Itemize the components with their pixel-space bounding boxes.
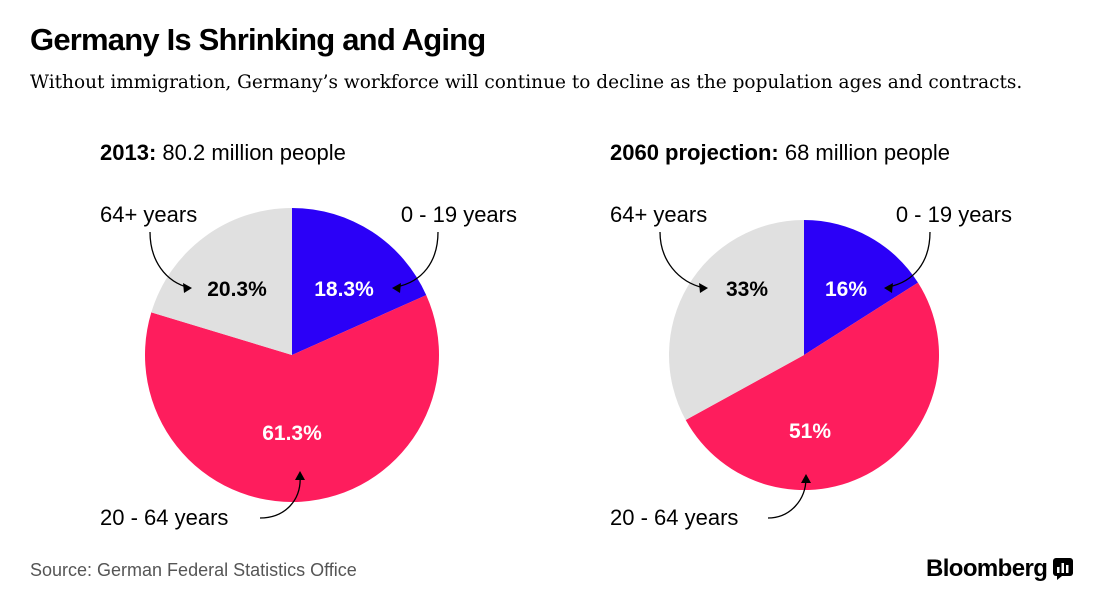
pie-2013-label-0-19: 0 - 19 years	[401, 202, 517, 227]
pie-2013-slice-64plus	[151, 208, 292, 355]
pie-2060-arrowhead-64plus	[699, 283, 708, 293]
pie-2013-arrowhead-0-19	[392, 283, 401, 293]
pie-2060-heading-rest: 68 million people	[779, 140, 950, 165]
pie-2013-arrow-20-64	[259, 474, 301, 519]
pie-2013-heading-rest: 80.2 million people	[156, 140, 346, 165]
bloomberg-wordmark: Bloomberg	[926, 555, 1048, 582]
chart-subtitle: Without immigration, Germany’s workforce…	[30, 72, 1023, 93]
pie-2060-value-0-19: 16%	[825, 278, 867, 301]
pie-2060-slice-20-64	[685, 282, 940, 491]
pie-chart-2013: 2013: 80.2 million people 20.3% 18.3% 61…	[100, 140, 517, 530]
pie-chart-2060: 2060 projection: 68 million people 33% 1…	[610, 140, 1012, 530]
pie-2060-arrow-20-64	[767, 477, 807, 519]
bloomberg-chart-icon	[1053, 558, 1074, 580]
pie-2013-value-0-19: 18.3%	[314, 278, 374, 301]
pie-2060-heading: 2060 projection: 68 million people	[610, 140, 950, 165]
bloomberg-logo: Bloomberg	[926, 555, 1074, 583]
pie-2013-arrowhead-20-64	[295, 471, 305, 480]
pie-2013-value-20-64: 61.3%	[262, 422, 322, 445]
pie-2060-arrow-0-19	[887, 231, 931, 288]
source-note: Source: German Federal Statistics Office	[30, 560, 357, 580]
pie-2060-arrowhead-0-19	[884, 283, 893, 293]
pie-2060-arrow-64plus	[659, 231, 705, 289]
pie-2013-arrow-0-19	[395, 231, 439, 288]
pie-2013-heading: 2013: 80.2 million people	[100, 140, 346, 165]
chart-title: Germany Is Shrinking and Aging	[30, 22, 486, 57]
pie-2013-value-64plus: 20.3%	[207, 278, 267, 301]
pie-2013-heading-bold: 2013:	[100, 140, 156, 165]
pie-2060-label-20-64: 20 - 64 years	[610, 505, 738, 530]
pie-2060-label-0-19: 0 - 19 years	[896, 202, 1012, 227]
pie-2060-label-64plus: 64+ years	[610, 202, 707, 227]
pie-2013-slice-0-19	[292, 208, 427, 355]
pie-2060-value-20-64: 51%	[789, 420, 831, 443]
pie-2060-heading-bold: 2060 projection:	[610, 140, 779, 165]
pie-2013-slice-20-64	[144, 295, 439, 503]
pie-2013-arrowhead-64plus	[183, 283, 192, 293]
pie-2060-slice-64plus	[668, 220, 804, 421]
pie-2013-label-20-64: 20 - 64 years	[100, 505, 228, 530]
pie-2060-value-64plus: 33%	[726, 278, 768, 301]
pie-2013-label-64plus: 64+ years	[100, 202, 197, 227]
pie-2060-arrowhead-20-64	[801, 474, 811, 483]
pie-2060-slices	[668, 220, 940, 491]
pie-2060-slice-0-19	[804, 220, 918, 355]
pie-2013-slices	[144, 208, 439, 503]
